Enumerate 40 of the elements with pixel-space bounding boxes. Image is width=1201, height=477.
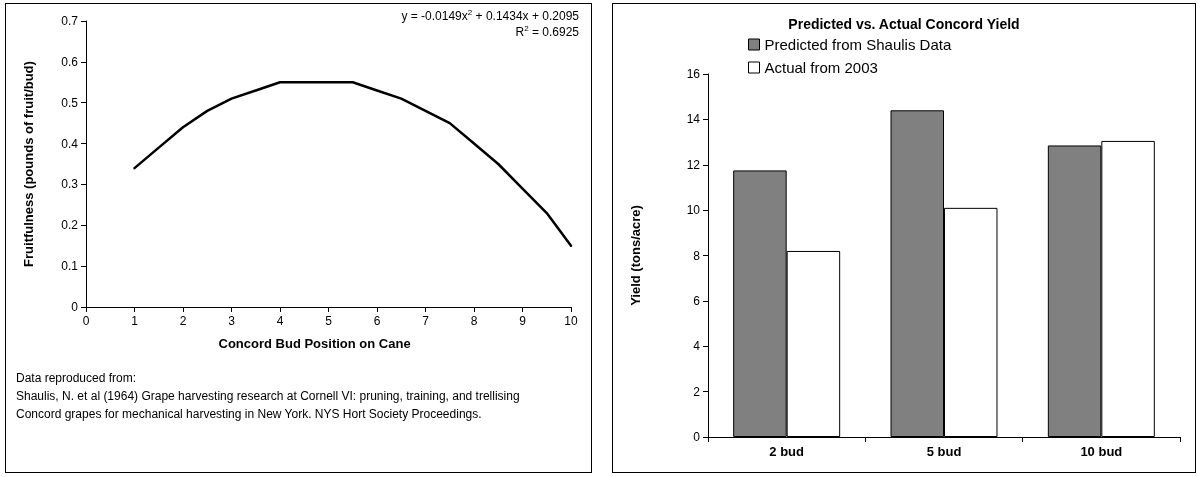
x-tick-label: 2 bud xyxy=(769,444,805,459)
y-axis-title: Yield (tons/acre) xyxy=(627,205,643,306)
y-tick-label: 0.6 xyxy=(61,54,79,69)
y-tick-label: 0 xyxy=(71,300,79,314)
x-tick-label: 6 xyxy=(373,314,381,328)
text: Data reproduced from: xyxy=(16,371,137,385)
y-tick-label: 14 xyxy=(686,112,701,127)
y-tick-label: 6 xyxy=(693,293,701,308)
x-tick-label: 10 xyxy=(564,314,578,328)
legend-label: Predicted from Shaulis Data xyxy=(764,36,952,53)
y-axis-title: Fruitfulness (pounds of fruit/bud) xyxy=(20,61,36,267)
x-tick-label: 10 bud xyxy=(1080,444,1123,459)
y-tick-label: 10 xyxy=(686,203,701,218)
y-tick-label: 0.7 xyxy=(61,14,79,28)
x-tick-label: 5 xyxy=(325,314,333,328)
x-tick-label: 2 xyxy=(179,314,187,328)
y-tick-label: 0.4 xyxy=(61,136,79,151)
text: Shaulis, N. et al (1964) Grape harvesting research at Cornell VI: pruning, training, and trellising Concord grapes for mechanical harvesting in New York. NYS Hort Society Proceedings. xyxy=(16,389,523,421)
y-tick-label: 4 xyxy=(693,339,701,354)
y-tick-label: 16 xyxy=(686,67,701,81)
y-tick-label: 0.1 xyxy=(61,259,79,274)
y-tick-label: 0.2 xyxy=(61,218,79,233)
x-tick-label: 7 xyxy=(422,314,430,328)
x-tick-label: 9 xyxy=(519,314,527,328)
x-tick-label: 0 xyxy=(82,314,90,328)
y-tick-label: 8 xyxy=(693,248,701,263)
x-axis-title: Concord Bud Position on Cane xyxy=(218,336,411,351)
x-tick-label: 8 xyxy=(470,314,478,328)
chart-title: Predicted vs. Actual Concord Yield xyxy=(788,16,1020,32)
x-tick-label: 1 xyxy=(131,314,139,328)
y-tick-label: 2 xyxy=(693,384,701,399)
y-tick-label: 12 xyxy=(686,157,701,172)
x-tick-label: 4 xyxy=(276,314,284,328)
y-tick-label: 0 xyxy=(693,430,701,444)
y-tick-label: 0.3 xyxy=(61,177,79,192)
line-series xyxy=(133,81,573,247)
x-tick-label: 3 xyxy=(228,314,236,328)
legend-label: Actual from 2003 xyxy=(764,59,878,76)
x-tick-label: 5 bud xyxy=(926,444,962,459)
y-tick-label: 0.5 xyxy=(61,95,79,110)
